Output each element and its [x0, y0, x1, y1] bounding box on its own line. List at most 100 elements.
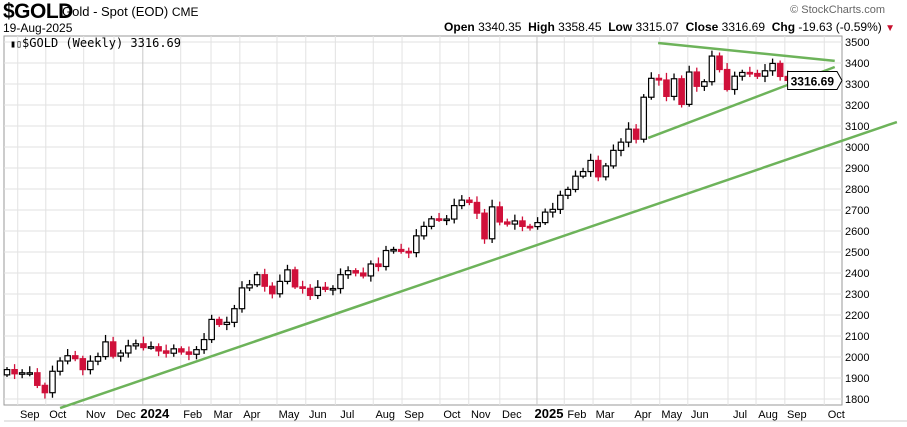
y-tick-label: 2000 — [845, 352, 869, 364]
trendline-long-support — [59, 120, 898, 410]
x-tick-label: Sep — [787, 409, 807, 421]
y-tick-label: 2300 — [845, 289, 869, 301]
x-tick-label: Jun — [691, 409, 709, 421]
y-tick-label: 2100 — [845, 331, 869, 343]
y-tick-label: 3200 — [845, 100, 869, 112]
candle — [231, 308, 238, 323]
x-tick-label: Apr — [634, 409, 651, 421]
candle — [534, 222, 541, 228]
candle — [322, 286, 329, 290]
x-tick-label: May — [279, 409, 300, 421]
candle — [238, 287, 246, 310]
candle — [761, 70, 769, 77]
low-label: Low — [608, 20, 633, 34]
price-tag — [787, 70, 843, 90]
candle — [170, 348, 178, 354]
candle — [253, 274, 261, 286]
candle — [632, 128, 640, 140]
candle — [124, 345, 132, 354]
candle — [526, 225, 534, 229]
x-tick-label: May — [661, 409, 682, 421]
candle — [557, 194, 564, 210]
close-label: Close — [685, 20, 719, 34]
candle — [208, 318, 215, 341]
candle — [579, 170, 587, 177]
exchange: CME — [171, 5, 199, 19]
candle — [329, 287, 337, 291]
x-tick-label: Oct — [49, 409, 66, 421]
candle — [701, 81, 708, 87]
candles — [3, 50, 792, 399]
y-tick-label: 2600 — [845, 226, 869, 238]
y-tick-label: 2800 — [845, 184, 869, 196]
candle — [284, 269, 291, 283]
candle — [405, 250, 413, 254]
price-tag-label: 3316.69 — [791, 74, 835, 88]
candle — [511, 220, 519, 225]
x-tick-label: Nov — [471, 409, 491, 421]
candle — [746, 71, 754, 75]
candle — [344, 270, 352, 276]
x-tick-label: Dec — [116, 409, 136, 421]
chart-legend[interactable]: ▮▯$GOLD (Weekly) 3316.69 — [10, 36, 181, 50]
candle — [117, 352, 125, 357]
candle — [3, 369, 11, 376]
candle — [723, 68, 731, 91]
x-tick-label: Feb — [567, 409, 586, 421]
candle — [587, 159, 594, 173]
candle — [109, 341, 117, 357]
candle — [102, 341, 109, 358]
y-tick-label: 1800 — [845, 394, 869, 406]
candle — [140, 343, 147, 349]
candle — [375, 263, 382, 268]
candle — [655, 77, 663, 81]
legend-text: $GOLD (Weekly) 3316.69 — [22, 36, 181, 50]
close-value: 3316.69 — [721, 20, 766, 34]
candle — [716, 55, 723, 71]
instrument-name: Gold - Spot (EOD) CME — [62, 4, 199, 19]
candle — [185, 351, 193, 355]
candle — [299, 286, 306, 289]
candle — [647, 77, 655, 98]
candle — [420, 225, 428, 237]
high-value: 3358.45 — [558, 20, 602, 34]
candle — [443, 218, 450, 222]
candle — [26, 372, 34, 375]
x-tick-label: Apr — [243, 409, 260, 421]
candle — [215, 318, 223, 326]
candle — [337, 274, 344, 290]
candle — [18, 372, 26, 375]
x-tick-label: 2024 — [140, 406, 170, 421]
x-tick-label: Jul — [340, 409, 354, 421]
candle — [572, 175, 579, 191]
x-tick-label: Jun — [309, 409, 327, 421]
candle — [155, 346, 162, 352]
candle — [367, 263, 375, 277]
candle — [178, 348, 185, 353]
candle — [769, 62, 776, 72]
x-tick-label: Nov — [86, 409, 106, 421]
candle — [306, 287, 314, 297]
candle — [269, 285, 276, 295]
candle — [776, 62, 784, 78]
candle — [458, 199, 466, 207]
candle — [200, 338, 208, 351]
candle — [731, 75, 738, 91]
candle — [450, 204, 458, 220]
x-tick-label: Aug — [375, 409, 395, 421]
candle — [49, 370, 56, 394]
candle — [162, 350, 170, 354]
y-tick-label: 1900 — [845, 373, 869, 385]
open-label: Open — [444, 20, 475, 34]
x-tick-label: Sep — [20, 409, 40, 421]
x-tick-label: Feb — [183, 409, 202, 421]
candlestick-icon: ▮▯ — [10, 39, 23, 50]
candle — [435, 218, 443, 221]
candle — [693, 71, 701, 87]
open-value: 3340.35 — [478, 20, 522, 34]
candle — [640, 96, 648, 140]
candle — [663, 79, 670, 97]
x-tick-label: Dec — [502, 409, 522, 421]
candle — [428, 218, 435, 227]
